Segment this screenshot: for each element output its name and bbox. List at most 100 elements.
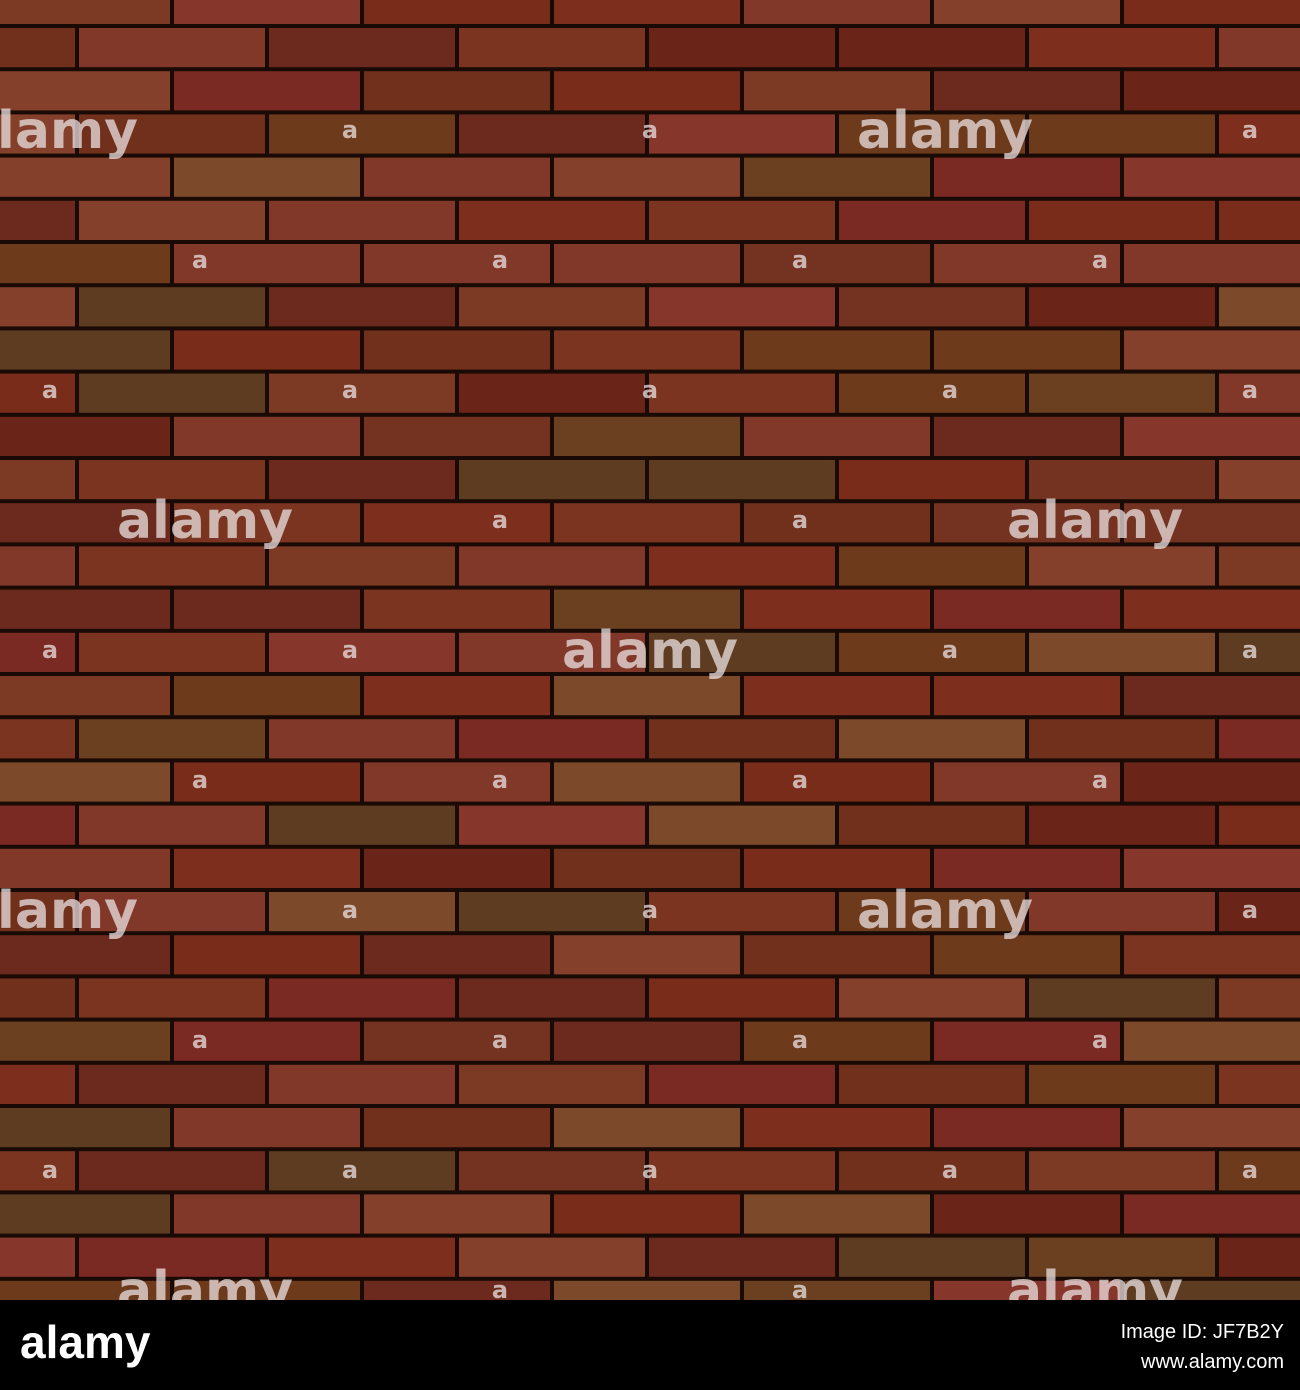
brick <box>1124 71 1300 111</box>
brick <box>934 503 1120 543</box>
brick <box>364 676 550 716</box>
watermark-mark: a <box>492 1276 508 1304</box>
brick <box>269 719 455 759</box>
brick <box>744 157 930 197</box>
brick <box>364 330 550 370</box>
brick <box>744 589 930 629</box>
brick <box>0 762 170 802</box>
brick <box>744 935 930 975</box>
brick <box>839 632 1025 672</box>
brick <box>554 244 740 284</box>
brick <box>744 848 930 888</box>
brick <box>839 287 1025 327</box>
brick <box>554 1021 740 1061</box>
brick <box>1124 935 1300 975</box>
brick <box>744 1021 930 1061</box>
brick <box>649 1237 835 1277</box>
watermark-mark: a <box>342 1156 358 1184</box>
brick <box>744 244 930 284</box>
brick <box>839 1064 1025 1104</box>
brick <box>0 330 170 370</box>
brick <box>79 287 265 327</box>
brick <box>1029 1237 1215 1277</box>
brick <box>459 805 645 845</box>
brick <box>459 28 645 68</box>
brick <box>554 157 740 197</box>
watermark-mark: a <box>792 1276 808 1304</box>
brick <box>1029 632 1215 672</box>
brick <box>839 805 1025 845</box>
brick <box>1029 1151 1215 1191</box>
brick <box>79 978 265 1018</box>
watermark-mark: a <box>642 896 658 924</box>
watermark-mark: a <box>492 506 508 534</box>
brick <box>0 244 170 284</box>
brick <box>744 0 930 25</box>
brick <box>1219 1064 1300 1104</box>
brick <box>1219 632 1300 672</box>
brick <box>934 848 1120 888</box>
brick <box>174 589 360 629</box>
brick <box>1124 1194 1300 1234</box>
brick <box>1219 287 1300 327</box>
brick <box>744 1194 930 1234</box>
brick <box>1124 0 1300 25</box>
brick <box>0 28 75 68</box>
brick <box>649 1151 835 1191</box>
brick <box>79 1064 265 1104</box>
brick <box>0 892 75 932</box>
brick <box>744 676 930 716</box>
brick <box>554 503 740 543</box>
brick <box>744 330 930 370</box>
brick <box>0 1064 75 1104</box>
brick <box>554 589 740 629</box>
brick <box>934 762 1120 802</box>
brick <box>1124 157 1300 197</box>
brick <box>174 1194 360 1234</box>
brick <box>744 762 930 802</box>
brick <box>174 330 360 370</box>
brick <box>459 1151 645 1191</box>
watermark-mark: a <box>192 1026 208 1054</box>
watermark-mark: a <box>1242 896 1258 924</box>
brick <box>0 978 75 1018</box>
brick <box>1124 416 1300 456</box>
watermark-mark: a <box>42 636 58 664</box>
brick <box>0 1108 170 1148</box>
brick <box>649 632 835 672</box>
watermark-logo: alamy <box>1007 491 1183 551</box>
brick <box>269 1064 455 1104</box>
brick <box>934 1194 1120 1234</box>
watermark-mark: a <box>792 1026 808 1054</box>
brick <box>1029 978 1215 1018</box>
brick <box>839 200 1025 240</box>
brick <box>554 676 740 716</box>
brick <box>0 114 75 154</box>
brick <box>649 805 835 845</box>
brick <box>744 71 930 111</box>
brick <box>839 892 1025 932</box>
brick <box>174 503 360 543</box>
brick <box>0 848 170 888</box>
brick <box>269 114 455 154</box>
brick <box>364 416 550 456</box>
brick <box>269 632 455 672</box>
brick <box>79 805 265 845</box>
brick <box>459 978 645 1018</box>
brick <box>839 719 1025 759</box>
brick <box>1029 114 1215 154</box>
brick <box>1124 330 1300 370</box>
watermark-logo: alamy <box>562 621 738 681</box>
watermark-mark: a <box>792 506 808 534</box>
watermark-mark: a <box>42 376 58 404</box>
brick <box>0 1237 75 1277</box>
brick <box>269 546 455 586</box>
brick <box>0 287 75 327</box>
brick <box>364 0 550 25</box>
brick <box>554 1194 740 1234</box>
brick <box>0 1021 170 1061</box>
brick <box>364 935 550 975</box>
brick <box>459 546 645 586</box>
brick <box>174 416 360 456</box>
watermark-mark: a <box>1242 116 1258 144</box>
